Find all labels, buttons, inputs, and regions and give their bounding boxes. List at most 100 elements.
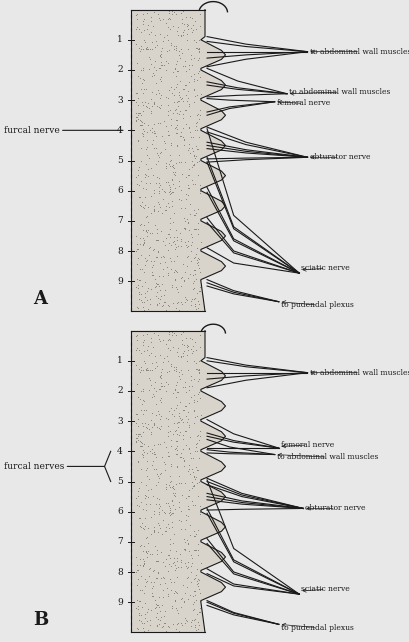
Point [171,418,177,428]
Point [148,582,155,593]
Point [164,100,171,110]
Point [139,202,146,212]
Point [172,266,179,277]
Point [155,568,161,578]
Point [139,386,146,396]
Point [139,183,146,193]
Point [148,191,154,201]
Point [150,96,157,107]
Point [180,275,187,286]
Point [145,64,151,74]
Point [139,504,146,514]
Point [151,509,157,519]
Point [191,337,198,347]
Point [183,261,190,271]
Point [156,284,163,295]
Point [149,260,156,270]
Point [136,521,143,532]
Point [167,155,174,165]
Point [185,122,191,132]
Point [167,585,173,595]
Point [134,179,140,189]
Point [144,171,151,181]
Point [164,245,171,255]
Point [166,180,172,191]
Point [158,397,164,408]
Point [188,464,195,474]
Point [195,35,201,46]
Point [145,202,151,212]
Point [196,72,203,82]
Point [142,534,149,544]
Point [193,578,200,589]
Point [185,466,191,476]
Point [150,389,156,399]
Point [152,602,159,612]
Point [135,610,142,620]
Point [178,478,184,488]
Point [133,9,139,19]
Point [171,170,178,180]
Point [196,507,203,517]
Point [146,243,152,253]
Point [143,607,150,617]
Point [154,118,161,128]
Point [168,560,174,571]
Point [191,586,197,596]
Point [186,111,193,121]
Point [190,340,196,351]
Point [168,359,174,369]
Point [158,505,164,516]
Point [167,264,173,274]
Point [135,93,141,103]
Point [139,383,146,394]
Point [176,374,183,385]
Point [174,351,181,361]
Point [184,44,191,55]
Point [189,161,195,171]
Point [134,303,141,313]
Point [184,563,190,573]
Point [159,251,165,261]
Point [184,504,191,514]
Point [135,180,142,190]
Point [166,503,173,514]
Point [191,224,197,234]
Point [186,209,192,219]
Point [147,15,153,26]
Point [134,573,141,584]
Point [173,553,180,564]
Point [190,151,197,161]
Point [185,504,191,514]
Point [174,571,180,582]
Point [169,507,175,517]
Point [184,295,190,306]
Point [171,245,178,255]
Point [159,451,165,462]
Point [165,480,172,490]
Point [157,291,164,301]
Point [171,170,178,180]
Point [139,450,146,460]
Point [147,336,153,347]
Point [151,363,157,374]
Point [167,461,174,471]
Point [178,195,184,205]
Point [182,426,189,436]
Point [134,343,140,353]
Point [136,295,142,305]
Point [167,24,173,34]
Point [156,15,162,25]
Point [169,178,175,189]
Point [153,399,160,409]
Point [192,345,198,355]
Point [182,426,188,436]
Point [142,101,149,111]
Point [188,477,195,487]
Point [142,493,148,503]
Point [158,505,164,516]
Point [184,20,190,30]
Point [169,499,175,510]
Point [133,360,139,370]
Point [190,404,197,415]
